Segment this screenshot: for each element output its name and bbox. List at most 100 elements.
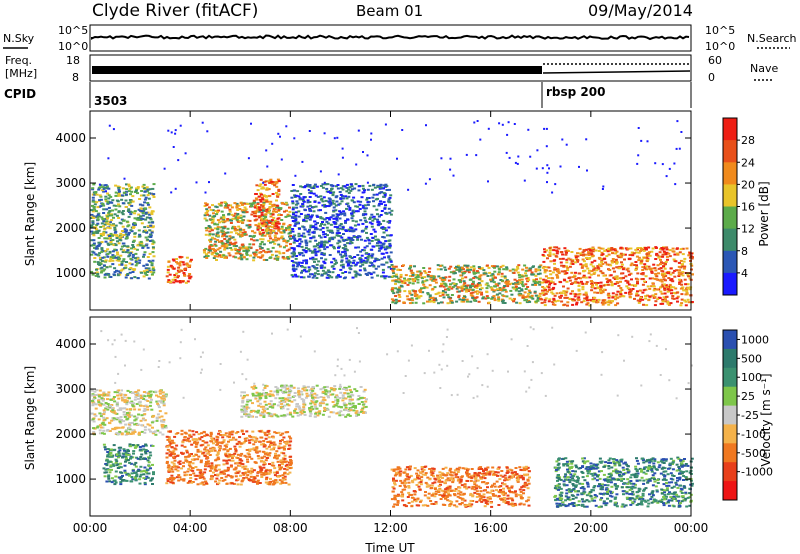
power-cell: [258, 198, 262, 201]
power-cell: [116, 235, 120, 238]
power-cell: [524, 274, 528, 277]
power-cell: [232, 214, 236, 217]
power-cell: [326, 183, 330, 186]
power-cell: [398, 286, 402, 289]
power-cell: [565, 251, 568, 254]
power-cell: [214, 205, 218, 208]
power-cell: [211, 209, 215, 212]
velocity-cell: [130, 472, 134, 475]
power-cell: [566, 301, 570, 304]
velocity-cell: [280, 466, 283, 469]
power-cell: [242, 209, 246, 212]
power-cell: [304, 220, 308, 223]
power-cell: [475, 276, 479, 279]
power-cell: [340, 200, 344, 203]
power-cell: [381, 187, 385, 190]
power-cell: [499, 279, 503, 281]
power-cell: [582, 249, 586, 252]
power-cell: [542, 293, 546, 296]
power-cell: [560, 270, 564, 273]
power-cell: [220, 216, 224, 219]
power-cell: [120, 211, 124, 214]
velocity-cell: [115, 403, 119, 406]
power-cell: [203, 255, 207, 258]
power-cell: [466, 269, 470, 272]
power-cell: [98, 194, 102, 197]
power-cell: [121, 187, 125, 190]
power-cell: [210, 253, 214, 256]
power-cell: [258, 185, 262, 188]
power-cell: [620, 289, 624, 292]
velocity-cell: [124, 453, 128, 456]
velocity-cell: [144, 457, 147, 460]
power-cell: [377, 215, 381, 218]
power-cell: [463, 284, 467, 287]
velocity-cell: [104, 402, 108, 404]
power-cell: [321, 183, 325, 186]
power-cell: [345, 261, 349, 264]
power-cell: [277, 228, 281, 231]
power-cell: [102, 190, 106, 193]
power-cell: [382, 275, 385, 278]
power-cell: [332, 245, 336, 248]
power-cell: [382, 201, 386, 204]
power-cell: [347, 228, 351, 231]
velocity-cell: [105, 417, 109, 420]
power-cell: [411, 272, 414, 275]
power-cell: [389, 259, 393, 262]
power-cell: [133, 222, 137, 225]
power-cell: [676, 120, 679, 123]
power-cell: [349, 268, 353, 271]
velocity-cell: [279, 439, 282, 442]
power-cell: [286, 256, 290, 258]
velocity-cell: [133, 423, 137, 426]
power-cell: [447, 267, 451, 270]
power-cell: [533, 290, 537, 293]
power-cell: [493, 265, 497, 268]
power-cell: [106, 200, 110, 203]
power-cell: [465, 298, 469, 301]
power-cell: [363, 189, 366, 192]
power-cell: [120, 235, 124, 238]
power-cell: [675, 291, 679, 294]
power-cell: [381, 271, 385, 274]
power-cell: [325, 220, 329, 223]
velocity-cell: [106, 429, 110, 431]
power-cell: [178, 281, 182, 284]
power-cell: [258, 208, 262, 211]
power-cell: [547, 277, 550, 280]
power-cell: [421, 291, 425, 294]
power-cell: [614, 258, 618, 261]
power-cell: [681, 253, 685, 256]
power-cell: [270, 253, 274, 256]
power-cell: [452, 278, 456, 281]
power-cell: [686, 298, 690, 301]
power-cell: [659, 261, 663, 264]
power-cell: [216, 219, 220, 222]
power-cell: [606, 279, 610, 282]
power-cell: [94, 226, 98, 229]
power-cell: [345, 257, 349, 260]
velocity-cell: [102, 419, 106, 422]
power-cell: [624, 279, 628, 282]
power-cell: [219, 204, 223, 207]
power-cell: [545, 266, 549, 269]
power-cell: [336, 242, 340, 245]
power-cell: [111, 254, 115, 257]
power-cell: [319, 170, 322, 173]
power-cell: [265, 188, 269, 191]
power-cell: [151, 240, 155, 243]
velocity-cell: [112, 464, 116, 467]
power-cell: [486, 297, 490, 299]
power-cell: [686, 274, 690, 277]
velocity-cell: [146, 405, 150, 408]
power-cell: [621, 268, 625, 271]
power-cell: [209, 240, 212, 243]
velocity-cell: [146, 476, 150, 479]
power-cell: [371, 236, 375, 239]
velocity-cell: [125, 457, 128, 460]
power-cell: [447, 296, 451, 299]
power-cell: [546, 164, 549, 167]
power-cell: [585, 296, 589, 299]
power-cell: [439, 285, 443, 288]
